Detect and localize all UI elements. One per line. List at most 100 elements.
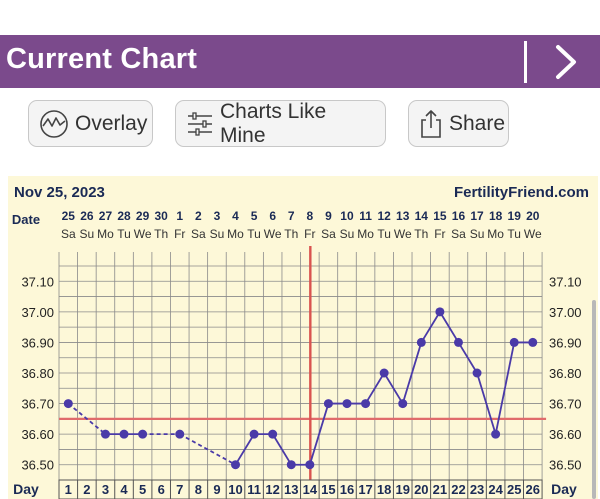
day-number: 8 bbox=[195, 482, 202, 497]
share-label: Share bbox=[449, 111, 506, 135]
day-number: 16 bbox=[340, 482, 354, 497]
date-label: 3 bbox=[214, 209, 221, 223]
date-row-label: Date bbox=[12, 212, 40, 227]
weekday-label: Fr bbox=[434, 227, 445, 241]
day-number: 7 bbox=[176, 482, 183, 497]
weekday-label: We bbox=[134, 227, 152, 241]
weekday-label: Sa bbox=[321, 227, 336, 241]
temperature-point bbox=[491, 429, 501, 439]
weekday-label: Su bbox=[340, 227, 355, 241]
date-label: 12 bbox=[377, 209, 391, 223]
temperature-segment-dashed bbox=[179, 433, 236, 466]
temperature-segment bbox=[476, 372, 497, 435]
date-label: 18 bbox=[489, 209, 503, 223]
day-number: 24 bbox=[488, 482, 503, 497]
day-number: 19 bbox=[395, 482, 409, 497]
day-number: 13 bbox=[284, 482, 298, 497]
y-tick-label-left: 36.60 bbox=[21, 427, 54, 442]
charts-like-mine-label: Charts Like Mine bbox=[220, 99, 327, 147]
temperature-point bbox=[268, 429, 278, 439]
overlay-button[interactable]: Overlay bbox=[28, 100, 153, 147]
date-label: 30 bbox=[155, 209, 169, 223]
weekday-label: Fr bbox=[304, 227, 315, 241]
day-row-label-left: Day bbox=[13, 481, 39, 497]
weekday-label: We bbox=[524, 227, 542, 241]
weekday-label: Tu bbox=[117, 227, 131, 241]
date-label: 17 bbox=[470, 209, 484, 223]
y-tick-label-right: 36.70 bbox=[549, 397, 582, 412]
temperature-point bbox=[361, 399, 371, 409]
day-number: 22 bbox=[451, 482, 465, 497]
day-number: 5 bbox=[139, 482, 146, 497]
y-tick-label-right: 36.90 bbox=[549, 335, 582, 350]
temperature-point bbox=[286, 460, 296, 470]
day-number: 23 bbox=[470, 482, 484, 497]
temperature-segment bbox=[494, 342, 516, 435]
day-number: 3 bbox=[102, 482, 109, 497]
weekday-label: We bbox=[394, 227, 412, 241]
page-title: Current Chart bbox=[6, 43, 198, 75]
overlay-wave-icon bbox=[40, 109, 68, 138]
fertility-chart: Nov 25, 2023 FertilityFriend.com Date 25 26 2… bbox=[8, 176, 598, 499]
weekday-label: Mo bbox=[487, 227, 504, 241]
day-number: 14 bbox=[303, 482, 318, 497]
weekday-label: Th bbox=[154, 227, 168, 241]
temperature-segment bbox=[401, 342, 423, 404]
date-label: 28 bbox=[117, 209, 131, 223]
temperature-point bbox=[528, 337, 538, 347]
date-label: 10 bbox=[340, 209, 354, 223]
weekday-label: Sa bbox=[61, 227, 76, 241]
y-tick-label-right: 36.80 bbox=[549, 366, 582, 381]
day-number: 15 bbox=[321, 482, 335, 497]
scrollbar[interactable] bbox=[592, 300, 596, 499]
day-row-label-right: Day bbox=[551, 481, 577, 497]
weekday-label: Mo bbox=[97, 227, 114, 241]
weekday-label: Mo bbox=[227, 227, 244, 241]
chart-canvas: Nov 25, 2023 FertilityFriend.com Date 25 26 2… bbox=[12, 184, 589, 499]
weekday-label: Tu bbox=[247, 227, 261, 241]
temperature-point bbox=[398, 399, 408, 409]
date-label: 9 bbox=[325, 209, 332, 223]
weekday-label: Th bbox=[414, 227, 428, 241]
day-number: 11 bbox=[247, 482, 261, 497]
day-number: 26 bbox=[526, 482, 540, 497]
temperature-point bbox=[342, 399, 352, 409]
date-label: 11 bbox=[359, 209, 372, 223]
date-label: 20 bbox=[526, 209, 540, 223]
date-label: 19 bbox=[508, 209, 522, 223]
day-number: 12 bbox=[265, 482, 279, 497]
date-label: 14 bbox=[415, 209, 429, 223]
charts-like-mine-button[interactable]: Charts Like Mine bbox=[175, 100, 386, 147]
date-label: 25 bbox=[62, 209, 76, 223]
date-label: 13 bbox=[396, 209, 410, 223]
temperature-point bbox=[472, 368, 482, 378]
y-tick-label-right: 36.60 bbox=[549, 427, 582, 442]
chart-date: Nov 25, 2023 bbox=[14, 184, 105, 201]
y-tick-label-right: 37.00 bbox=[549, 305, 582, 320]
weekday-label: We bbox=[264, 227, 282, 241]
y-tick-label-left: 36.90 bbox=[21, 335, 54, 350]
date-label: 29 bbox=[136, 209, 150, 223]
day-number: 6 bbox=[158, 482, 165, 497]
date-label: 7 bbox=[288, 209, 295, 223]
date-label: 15 bbox=[433, 209, 447, 223]
temperature-segment bbox=[457, 341, 478, 374]
temperature-segment bbox=[234, 433, 255, 466]
date-label: 4 bbox=[232, 209, 239, 223]
date-label: 5 bbox=[251, 209, 258, 223]
date-label: 27 bbox=[99, 209, 113, 223]
temperature-point bbox=[119, 429, 129, 439]
temperature-point bbox=[453, 337, 463, 347]
temperature-segment bbox=[364, 372, 385, 405]
day-number: 4 bbox=[120, 482, 128, 497]
header-divider bbox=[524, 41, 527, 83]
next-chart-button[interactable] bbox=[536, 35, 596, 88]
weekday-label: Mo bbox=[357, 227, 374, 241]
y-tick-label-left: 36.50 bbox=[21, 458, 54, 473]
share-button[interactable]: Share bbox=[408, 100, 509, 147]
day-number: 21 bbox=[433, 482, 447, 497]
temperature-point bbox=[305, 460, 315, 470]
y-tick-label-right: 37.10 bbox=[549, 274, 582, 289]
chart-brand: FertilityFriend.com bbox=[454, 184, 589, 201]
overlay-label: Overlay bbox=[75, 111, 148, 135]
